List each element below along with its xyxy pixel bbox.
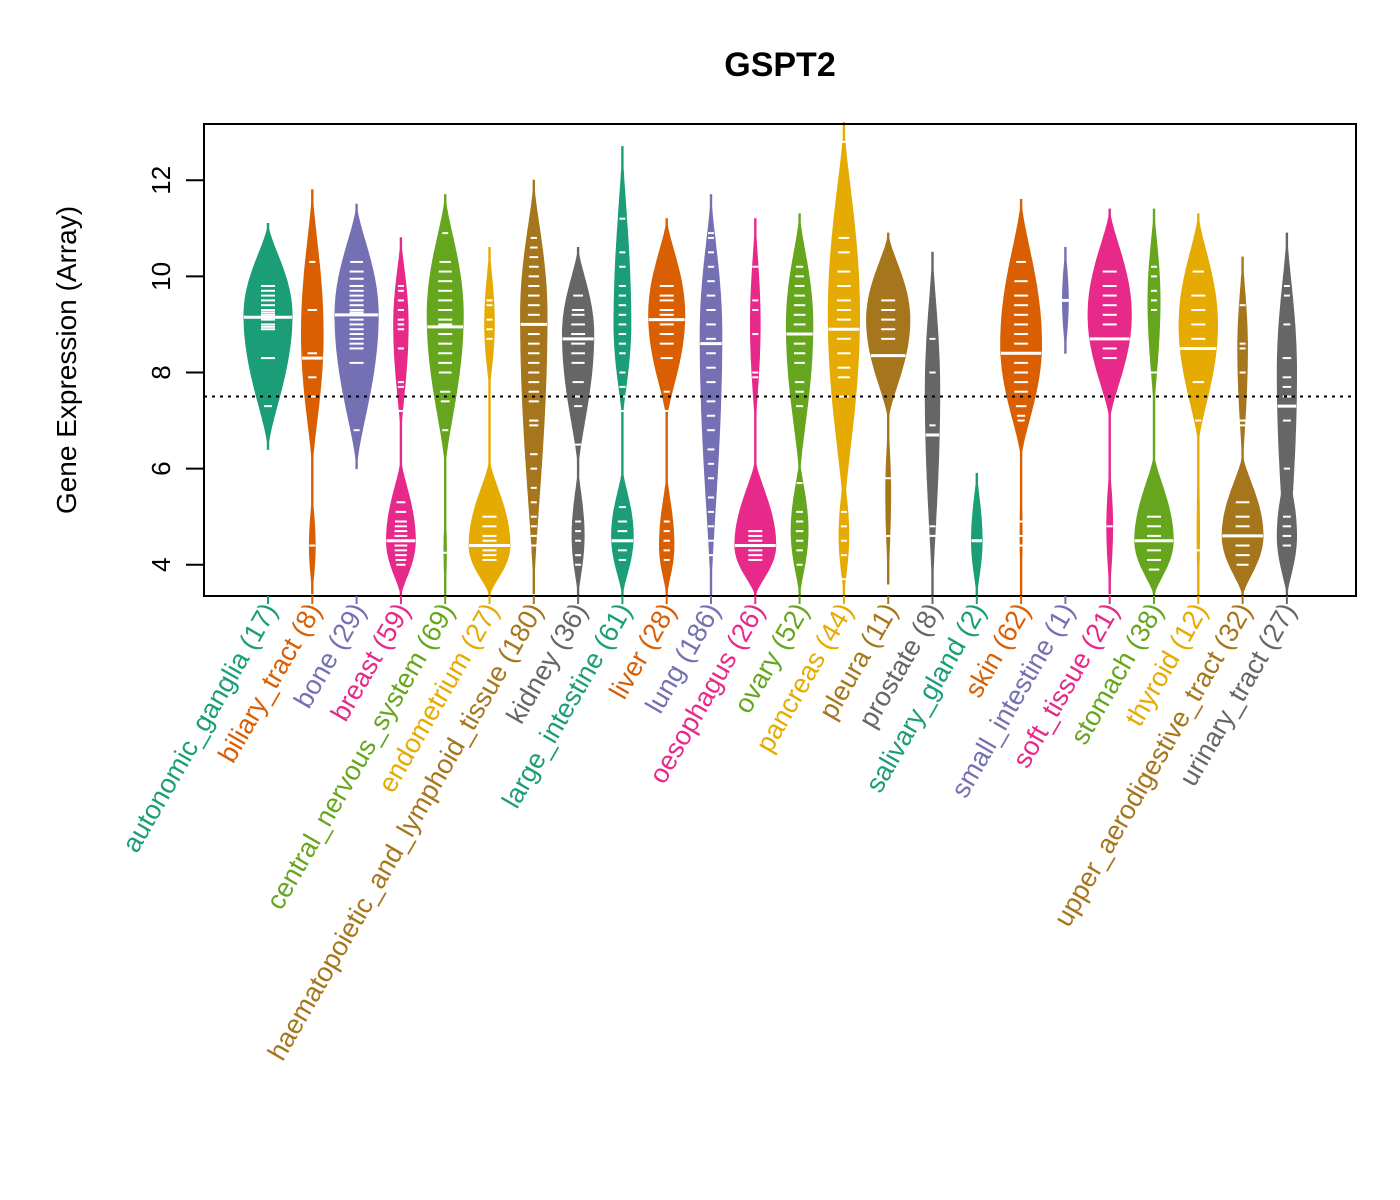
violin-kidney <box>562 247 595 597</box>
violin-upper_aerodigestive_tract <box>1221 256 1264 597</box>
violin-oesophagus <box>734 218 777 597</box>
violin-endometrium <box>468 247 511 597</box>
violin-skin <box>1000 199 1042 597</box>
y-tick-label: 10 <box>146 262 176 291</box>
plot-area-border <box>203 123 1357 597</box>
violin-large_intestine <box>611 146 634 597</box>
y-tick-label: 4 <box>146 558 176 572</box>
chart-title: GSPT2 <box>724 46 835 84</box>
violins-group <box>243 122 1297 597</box>
y-tick-label: 8 <box>146 365 176 379</box>
violin-pleura <box>866 232 911 585</box>
y-tick-label: 12 <box>146 166 176 195</box>
violin-lung <box>699 194 723 597</box>
violin-haematopoietic_and_lymphoid_tissue <box>520 179 548 595</box>
violin-bone <box>334 203 379 470</box>
violin-pancreas <box>827 122 860 597</box>
violin-central_nervous_system <box>426 194 464 597</box>
violin-breast <box>386 237 416 597</box>
y-axis: 4 6 8 10 12 <box>146 166 204 572</box>
violin-soft_tissue <box>1087 208 1132 595</box>
violin-prostate <box>924 251 941 597</box>
violin-thyroid <box>1178 213 1218 597</box>
violin-biliary_tract <box>301 189 324 595</box>
violin-liver <box>648 218 686 597</box>
violin-autonomic_ganglia <box>243 223 293 450</box>
violin-small_intestine <box>1061 247 1070 354</box>
violin-ovary <box>785 213 814 597</box>
violin-stomach <box>1134 208 1174 597</box>
y-axis-label: Gene Expression (Array) <box>51 206 82 514</box>
violin-urinary_tract <box>1276 232 1297 597</box>
violin-salivary_gland <box>971 472 983 597</box>
y-tick-label: 6 <box>146 461 176 475</box>
